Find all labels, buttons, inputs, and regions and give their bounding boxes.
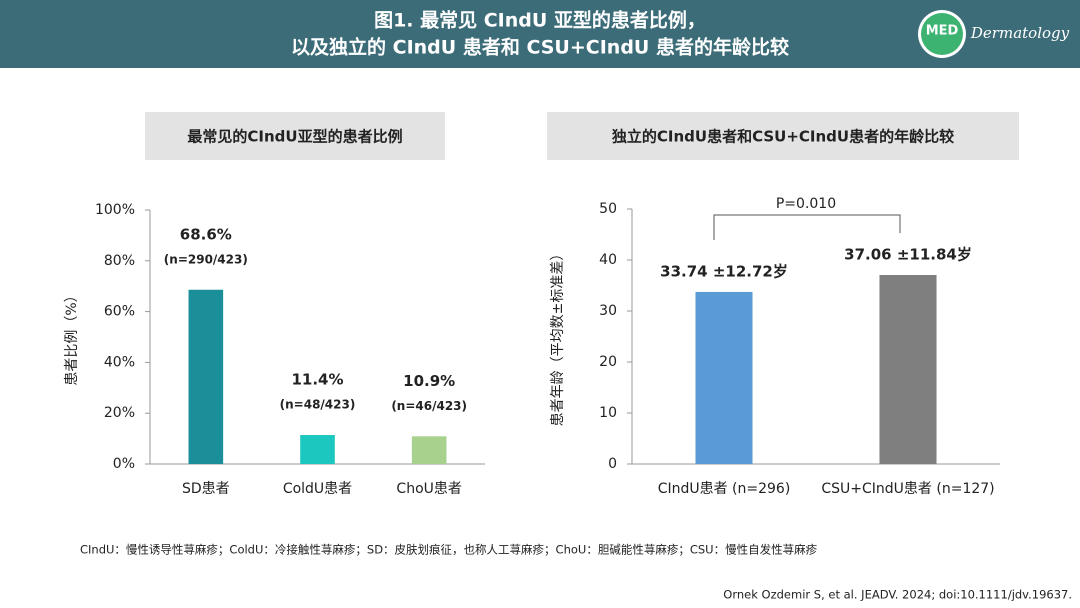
logo-subtitle: Dermatology [970,24,1070,42]
panel-title-box [547,112,1019,160]
bar [879,274,937,464]
y-tick-label: 40 [599,252,617,268]
y-axis-label: 患者比例（%） [64,288,80,385]
sample-label: (n=46/423) [391,399,467,413]
bar [300,435,335,464]
significance-bracket [713,214,901,240]
y-tick-label: 20% [104,405,135,421]
bar [411,436,447,464]
value-label: 11.4% [291,371,343,389]
header-title: 图1. 最常见 CIndU 亚型的患者比例， [374,9,706,32]
y-tick-label: 20 [599,354,617,370]
header-band [0,0,1080,68]
x-tick-label: SD患者 [182,481,230,497]
y-tick-label: 50 [599,201,617,217]
y-tick-label: 30 [599,303,617,319]
chart-title: 独立的CIndU患者和CSU+CIndU患者的年龄比较 [612,128,954,146]
x-tick-label: CIndU患者 (n=296) [658,481,791,497]
p-value: P=0.010 [776,196,836,212]
logo-text: MED [926,24,959,39]
y-tick-label: 40% [104,354,135,370]
y-tick-label: 60% [104,304,135,320]
value-label: 37.06 ±11.84岁 [844,245,972,263]
y-tick-label: 100% [95,202,135,218]
footnote: CIndU：慢性诱导性荨麻疹；ColdU：冷接触性荨麻疹；SD：皮肤划痕征，也称… [80,543,818,557]
y-axis-label: 患者年龄（平均数±标准差） [550,247,566,427]
bar [188,289,224,464]
x-tick-label: CSU+CIndU患者 (n=127) [821,481,994,497]
value-label: 33.74 ±12.72岁 [660,262,788,280]
x-tick-label: ColdU患者 [283,481,352,497]
x-tick-label: ChoU患者 [396,481,461,497]
sample-label: (n=48/423) [280,398,356,412]
y-tick-label: 10 [599,405,617,421]
chart-title: 最常见的CIndU亚型的患者比例 [187,128,402,146]
sample-label: (n=290/423) [164,252,248,266]
bar [695,291,753,464]
header-title: 以及独立的 CIndU 患者和 CSU+CIndU 患者的年龄比较 [291,36,789,59]
logo-circle [921,13,963,55]
y-tick-label: 80% [104,253,135,269]
y-tick-label: 0 [608,456,617,472]
citation: Ornek Ozdemir S, et al. JEADV. 2024; doi… [723,588,1072,602]
value-label: 10.9% [403,372,455,390]
panel-title-box [145,112,445,160]
y-tick-label: 0% [113,456,135,472]
value-label: 68.6% [180,225,232,243]
